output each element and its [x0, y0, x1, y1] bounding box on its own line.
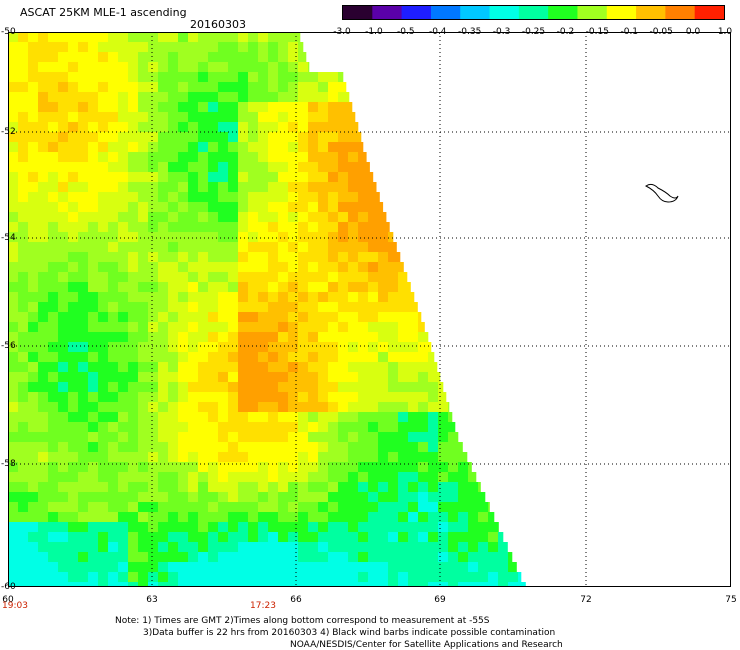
longitude-tick-label: 63: [146, 595, 158, 605]
colorbar-swatch: [636, 6, 666, 19]
longitude-tick-label: 69: [434, 595, 446, 605]
latitude-tick-label: -50: [1, 27, 16, 37]
time-label-start: 19:03: [2, 601, 28, 611]
product-date: 20160303: [190, 18, 246, 31]
longitude-tick-label: 75: [725, 595, 737, 605]
colorbar-swatch: [401, 6, 432, 19]
map-frame: [8, 32, 731, 587]
note-line-1: Note: 1) Times are GMT 2)Times along bot…: [115, 616, 490, 626]
latitude-tick-label: -58: [1, 459, 16, 469]
note-line-2: 3)Data buffer is 22 hrs from 20160303 4)…: [143, 628, 556, 638]
colorbar-swatch: [430, 6, 461, 19]
colorbar-swatch: [372, 6, 403, 19]
latitude-tick-label: -52: [1, 127, 16, 137]
wind-map: [8, 32, 731, 587]
longitude-tick-label: 60: [2, 595, 14, 605]
colorbar: [342, 5, 725, 20]
colorbar-swatch: [694, 6, 724, 19]
colorbar-swatch: [606, 6, 637, 19]
colorbar-swatch: [548, 6, 578, 19]
note-line-3: NOAA/NESDIS/Center for Satellite Applica…: [290, 640, 563, 650]
colorbar-swatch: [489, 6, 520, 19]
colorbar-swatch: [343, 6, 373, 19]
latitude-tick-label: -56: [1, 341, 16, 351]
longitude-tick-label: 72: [580, 595, 592, 605]
longitude-tick-label: 66: [290, 595, 302, 605]
wind-speed-swath: [8, 32, 526, 587]
latitude-tick-label: -60: [1, 582, 16, 592]
colorbar-swatch: [665, 6, 696, 19]
island-outline: [645, 183, 679, 203]
colorbar-swatch: [518, 6, 549, 19]
product-title: ASCAT 25KM MLE-1 ascending: [20, 6, 187, 19]
colorbar-swatch: [577, 6, 608, 19]
latitude-tick-label: -54: [1, 233, 16, 243]
colorbar-swatch: [460, 6, 491, 19]
time-label-mid: 17:23: [250, 601, 276, 611]
